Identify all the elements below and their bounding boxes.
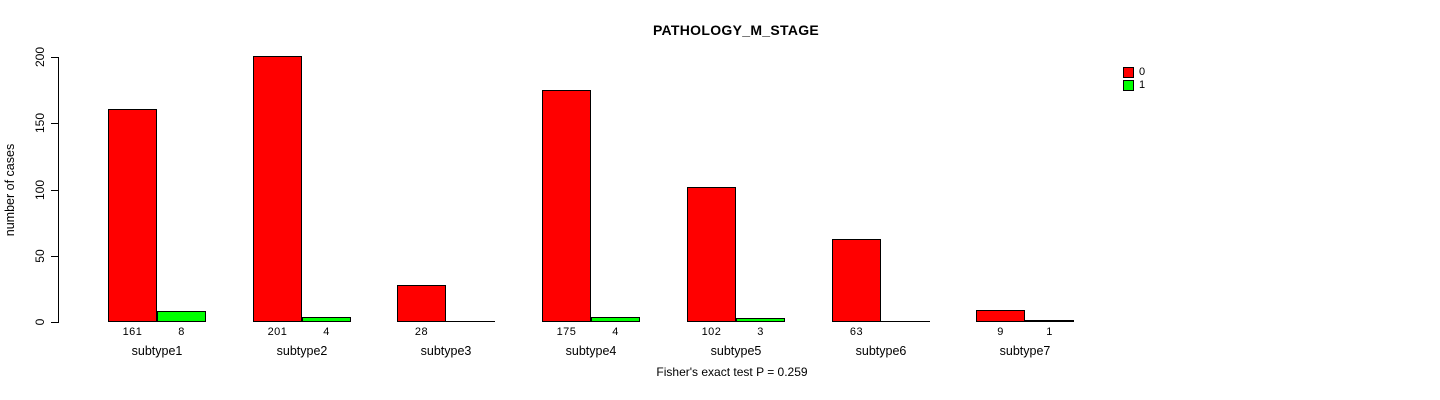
bar-1-subtype3 (446, 321, 495, 322)
x-category-label: subtype5 (710, 344, 762, 358)
bar-1-subtype6 (881, 321, 930, 322)
legend-label: 1 (1139, 79, 1146, 91)
x-category-label: subtype4 (565, 344, 617, 358)
legend-label: 0 (1139, 66, 1146, 78)
y-tick (51, 322, 59, 323)
bar-value-label: 175 (556, 326, 577, 338)
chart-title: PATHOLOGY_M_STAGE (652, 22, 820, 38)
bar-0-subtype4 (542, 90, 591, 322)
bar-value-label: 3 (757, 326, 764, 338)
legend-swatch-1 (1123, 79, 1134, 91)
bar-0-subtype1 (108, 109, 157, 322)
legend-swatch-0 (1123, 66, 1134, 78)
x-category-label: subtype1 (131, 344, 183, 358)
x-category-label: subtype3 (420, 344, 472, 358)
bar-0-subtype7 (976, 310, 1025, 322)
y-tick (51, 190, 59, 191)
bar-1-subtype5 (736, 318, 785, 322)
bar-0-subtype5 (687, 187, 736, 322)
legend-item-0: 0 (1123, 66, 1145, 78)
bar-0-subtype2 (253, 56, 302, 322)
bar-value-label: 4 (323, 326, 330, 338)
bar-0-subtype6 (832, 239, 881, 322)
bar-1-subtype1 (157, 311, 206, 322)
y-tick (51, 123, 59, 124)
y-tick-label: 100 (33, 179, 47, 201)
x-category-label: subtype7 (999, 344, 1051, 358)
bar-value-label: 201 (267, 326, 288, 338)
bar-1-subtype2 (302, 317, 351, 322)
bar-value-label: 4 (612, 326, 619, 338)
bar-value-label: 161 (122, 326, 143, 338)
bar-value-label: 8 (178, 326, 185, 338)
y-tick-label: 200 (33, 46, 47, 68)
bar-value-label: 9 (997, 326, 1004, 338)
y-tick (51, 256, 59, 257)
bar-value-label: 102 (701, 326, 722, 338)
x-category-label: subtype6 (855, 344, 907, 358)
y-tick-label: 0 (33, 318, 47, 326)
bar-value-label: 1 (1046, 326, 1053, 338)
y-tick-label: 50 (33, 249, 47, 263)
bar-value-label: 28 (414, 326, 429, 338)
x-category-label: subtype2 (276, 344, 328, 358)
bar-value-label: 63 (849, 326, 864, 338)
y-tick-label: 150 (33, 112, 47, 134)
y-tick (51, 57, 59, 58)
fisher-test-annotation: Fisher's exact test P = 0.259 (656, 365, 808, 379)
bar-1-subtype4 (591, 317, 640, 322)
legend-item-1: 1 (1123, 79, 1145, 91)
bar-0-subtype3 (397, 285, 446, 322)
bar-1-subtype7 (1025, 320, 1074, 322)
